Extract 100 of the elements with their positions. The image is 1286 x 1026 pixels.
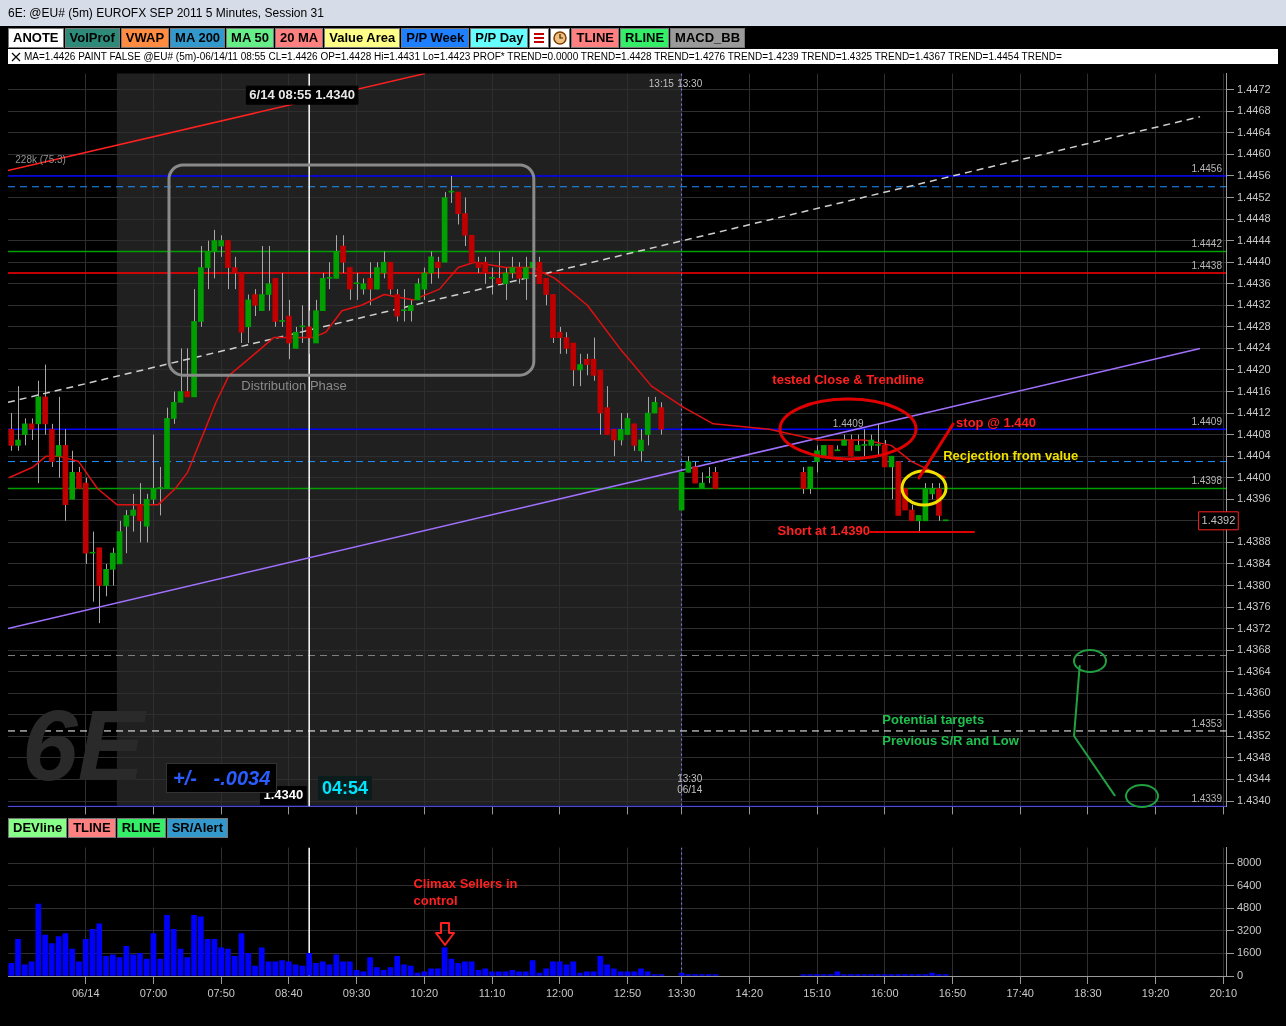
text: TLINE: [68, 817, 116, 838]
annotation: Recjection from value: [943, 447, 1079, 463]
y-tick-label: 1.4460: [1237, 147, 1271, 160]
annotation: 1.4340: [263, 787, 304, 803]
text: VWAP: [120, 27, 170, 48]
y-tick-label: 0: [1237, 969, 1244, 982]
x-tick-label: 10:20: [410, 986, 439, 999]
text: VolProf: [64, 27, 120, 48]
x-tick-label: 06/14: [71, 986, 100, 999]
text: P/P Day: [470, 27, 529, 48]
y-tick-label: 1.4428: [1237, 319, 1271, 332]
x-tick-label: 08:40: [275, 986, 303, 999]
text: MA=1.4426 PAINT FALSE @EU# (5m)-06/14/11 08:55 CL=1.4426 OP=1.4428 Hi=1.4431 Lo=1.4423 PROF* TREND=0.0000 TREND=1.4428 TREND=1.4276 TREND=1.4239 TREND=1.4325 TREND=1.4367 TREND=1.4454 TREND=: [24, 51, 1062, 62]
y-tick-label: 1.4384: [1237, 556, 1271, 569]
annotation: 04:54: [318, 776, 373, 800]
ref-line-label: 1.4398: [1191, 475, 1223, 487]
x-tick-label: 11:10: [478, 986, 506, 999]
annotation: Climax Sellers in: [413, 875, 518, 891]
x-tick-label: 17:40: [1006, 986, 1034, 999]
y-tick-label: 1.4424: [1237, 341, 1271, 354]
x-tick-label: 09:30: [342, 986, 371, 999]
annotation: Distribution Phase: [241, 377, 347, 393]
x-tick-label: 18:30: [1074, 986, 1102, 999]
annotation: stop @ 1.440: [956, 415, 1036, 431]
annotation: 6/14 08:55 1.4340: [249, 86, 355, 102]
annotation: Potential targets: [882, 711, 985, 727]
text: MACD_BB: [670, 27, 746, 48]
y-tick-label: 1600: [1237, 946, 1262, 959]
y-tick-label: 1.4452: [1237, 190, 1271, 203]
y-tick-label: 1.4352: [1237, 729, 1271, 742]
x-tick-label: 12:50: [613, 986, 642, 999]
text: SR/Alert: [166, 817, 228, 838]
annotation: tested Close & Trendline: [772, 372, 925, 388]
text: RLINE: [620, 27, 670, 48]
text: DEVline: [8, 817, 68, 838]
y-tick-label: 3200: [1237, 923, 1262, 936]
text: MA 50: [226, 27, 274, 48]
x-tick-label: 15:10: [803, 986, 831, 999]
y-tick-label: 8000: [1237, 856, 1262, 869]
x-tick-label: 13:30: [667, 986, 696, 999]
annotation: 1.4392: [1201, 513, 1236, 526]
y-tick-label: 1.4440: [1237, 255, 1271, 268]
y-tick-label: 1.4380: [1237, 578, 1271, 591]
text: TLINE: [571, 27, 620, 48]
y-tick-label: 1.4448: [1237, 212, 1271, 225]
x-tick-label: 14:20: [735, 986, 764, 999]
y-tick-label: 1.4372: [1237, 621, 1271, 634]
annotation: Previous S/R and Low: [882, 733, 1020, 749]
y-tick-label: 1.4420: [1237, 362, 1271, 375]
y-tick-label: 1.4348: [1237, 750, 1271, 763]
text: ANOTE: [8, 27, 64, 48]
annotation: 13:30: [677, 773, 703, 785]
y-tick-label: 1.4456: [1237, 169, 1271, 182]
y-tick-label: 1.4472: [1237, 82, 1271, 95]
x-tick-label: 20:10: [1209, 986, 1238, 999]
y-tick-label: 1.4368: [1237, 643, 1271, 656]
y-tick-label: 1.4356: [1237, 707, 1271, 720]
x-tick-label: 07:50: [207, 986, 235, 999]
y-tick-label: 1.4436: [1237, 276, 1271, 289]
y-tick-label: 1.4468: [1237, 104, 1271, 117]
x-tick-label: 16:50: [938, 986, 967, 999]
annotation: 1.4409: [832, 417, 864, 429]
y-tick-label: 1.4416: [1237, 384, 1271, 397]
y-tick-label: 4800: [1237, 901, 1262, 914]
text: MA 200: [170, 27, 226, 48]
ref-line-label: 1.4456: [1191, 162, 1223, 174]
annotation: 13:30: [677, 78, 703, 90]
annotation: +/- -.0034: [166, 763, 278, 793]
y-tick-label: 1.4340: [1237, 794, 1271, 807]
y-tick-label: 1.4360: [1237, 686, 1271, 699]
ref-line-label: 1.4409: [1191, 415, 1223, 427]
text: 20 MA: [274, 27, 324, 48]
x-tick-label: 19:20: [1141, 986, 1170, 999]
text: P/P Week: [401, 27, 470, 48]
text: Value Area: [324, 27, 401, 48]
ref-line-label: 1.4339: [1191, 793, 1223, 805]
y-tick-label: 1.4432: [1237, 298, 1271, 311]
y-tick-label: 1.4400: [1237, 470, 1271, 483]
annotation: 13:15: [648, 78, 675, 90]
chart-title: 6E: @EU# (5m) EUROFX SEP 2011 5 Minutes, Session 31: [0, 0, 1286, 26]
ref-line-label: 1.4438: [1191, 259, 1223, 271]
y-tick-label: 1.4464: [1237, 125, 1271, 138]
y-tick-label: 1.4364: [1237, 664, 1271, 677]
y-tick-label: 6400: [1237, 878, 1262, 891]
y-tick-label: 1.4344: [1237, 772, 1271, 785]
annotation: 06/14: [677, 783, 703, 795]
ref-line-label: 1.4353: [1191, 717, 1223, 729]
ref-line-label: 1.4442: [1191, 238, 1223, 250]
y-tick-label: 1.4408: [1237, 427, 1271, 440]
text: RLINE: [116, 817, 166, 838]
y-tick-label: 1.4412: [1237, 406, 1271, 419]
y-tick-label: 1.4376: [1237, 600, 1271, 613]
annotation: Short at 1.4390: [777, 523, 871, 539]
x-tick-label: 16:00: [870, 986, 899, 999]
annotation: control: [413, 892, 458, 908]
x-tick-label: 07:00: [139, 986, 168, 999]
y-tick-label: 1.4396: [1237, 492, 1271, 505]
x-tick-label: 12:00: [545, 986, 574, 999]
y-tick-label: 1.4388: [1237, 535, 1271, 548]
y-tick-label: 1.4404: [1237, 449, 1271, 462]
